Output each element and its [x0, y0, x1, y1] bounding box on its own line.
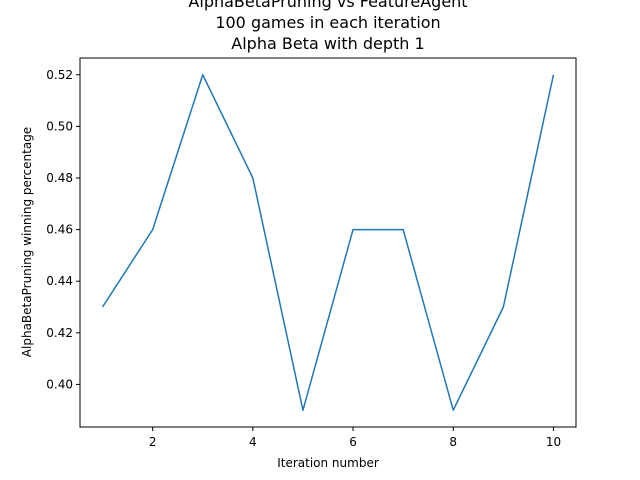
y-axis-label: AlphaBetaPruning winning percentage [20, 127, 34, 357]
x-tick-label: 6 [349, 435, 357, 449]
y-tick-label: 0.50 [46, 119, 73, 133]
chart-title-line-1: AlphaBetaPruning vs FeatureAgent [188, 0, 467, 11]
chart-title-line-3: Alpha Beta with depth 1 [231, 34, 424, 53]
series-line [101, 74, 555, 411]
x-axis-ticks: 2 4 6 8 10 [149, 427, 561, 449]
plot-frame [79, 57, 577, 428]
chart-title-line-2: 100 games in each iteration [215, 13, 440, 32]
y-tick-label: 0.48 [46, 171, 73, 185]
series-group [101, 74, 555, 411]
y-tick-label: 0.42 [46, 326, 73, 340]
y-axis-ticks: 0.40 0.42 0.44 0.46 0.48 0.50 0.52 [46, 68, 80, 391]
x-axis-label: Iteration number [277, 456, 379, 470]
x-tick-label: 8 [449, 435, 457, 449]
y-tick-label: 0.46 [46, 223, 73, 237]
chart-title: AlphaBetaPruning vs FeatureAgent 100 gam… [188, 0, 467, 53]
y-tick-label: 0.52 [46, 68, 73, 82]
x-tick-label: 4 [249, 435, 257, 449]
x-tick-label: 10 [546, 435, 561, 449]
y-tick-label: 0.40 [46, 377, 73, 391]
y-tick-label: 0.44 [46, 274, 73, 288]
x-tick-label: 2 [149, 435, 157, 449]
